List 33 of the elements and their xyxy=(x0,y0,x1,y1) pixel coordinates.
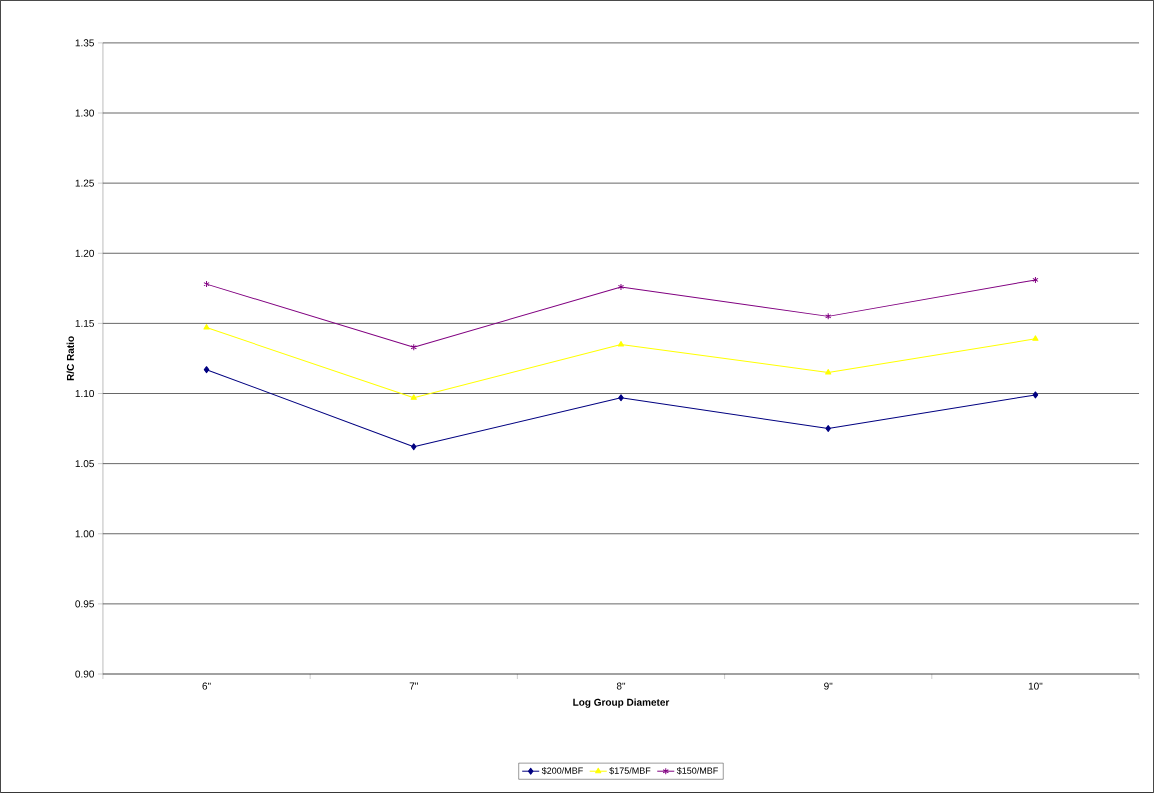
point xyxy=(1032,335,1039,341)
x-tick-label: 9" xyxy=(824,682,833,690)
y-tick-label: 1.10 xyxy=(75,390,94,398)
legend-label: $200/MBF xyxy=(541,767,583,775)
point xyxy=(825,369,832,375)
y-tick-label: 1.35 xyxy=(75,39,94,47)
legend-label: $150/MBF xyxy=(676,767,718,775)
point xyxy=(617,283,625,291)
y-tick-label: 1.30 xyxy=(75,109,94,117)
point xyxy=(203,366,210,374)
y-axis-title: R/C Ratio xyxy=(66,336,75,381)
x-tick-label: 6" xyxy=(202,682,211,690)
y-tick-label: 1.15 xyxy=(75,319,94,327)
y-tick-label: 1.00 xyxy=(75,530,94,538)
point xyxy=(410,394,417,400)
y-tick-label: 1.20 xyxy=(75,249,94,257)
point xyxy=(825,425,831,433)
point xyxy=(825,312,832,320)
point xyxy=(203,324,210,330)
x-tick-label: 8" xyxy=(616,682,626,690)
y-tick-label: 0.90 xyxy=(75,670,94,678)
x-axis-title: Log Group Diameter xyxy=(573,698,670,708)
y-tick-label: 1.25 xyxy=(75,179,94,187)
y-tick-label: 1.05 xyxy=(75,460,94,468)
x-tick-label: 10" xyxy=(1028,682,1043,690)
point xyxy=(617,340,625,347)
y-tick-label: 0.95 xyxy=(75,600,94,608)
point xyxy=(1032,391,1039,399)
legend-label: $175/MBF xyxy=(609,767,651,775)
point xyxy=(618,394,624,402)
x-tick-label: 7" xyxy=(409,682,418,690)
point xyxy=(410,343,417,351)
point xyxy=(411,443,417,451)
